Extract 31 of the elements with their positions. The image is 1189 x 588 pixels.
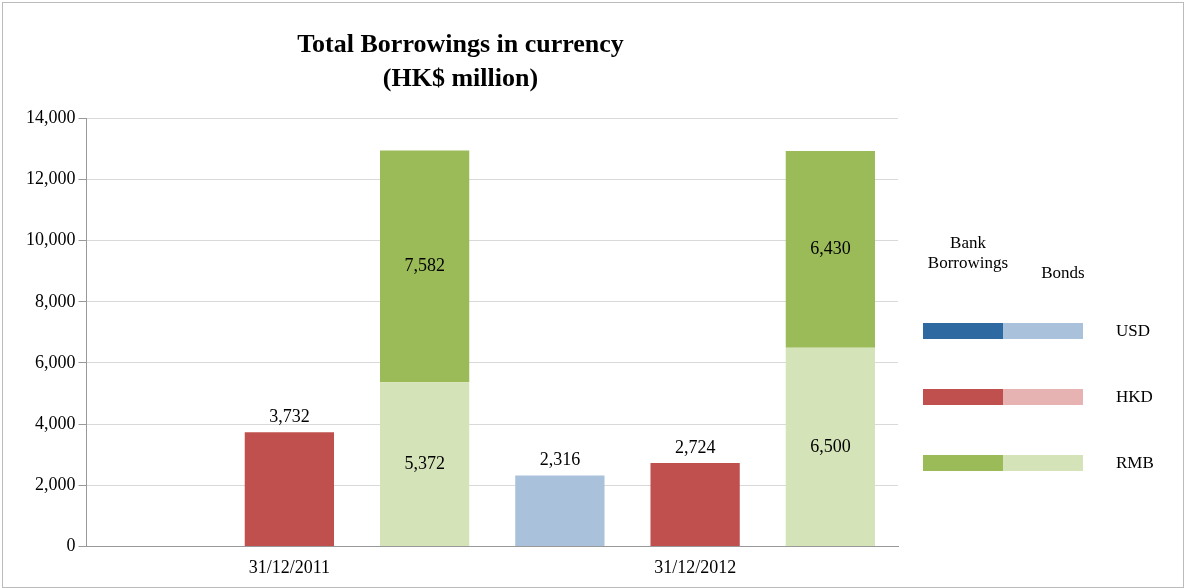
y-tick-label: 14,000: [26, 107, 76, 128]
data-label: 6,430: [810, 238, 851, 259]
bar: [379, 150, 470, 383]
y-tick-label: 2,000: [35, 473, 76, 494]
data-label: 2,724: [674, 436, 716, 457]
y-tick-label: 12,000: [26, 168, 76, 189]
text: Bonds: [1040, 263, 1086, 283]
text: RMB: [1116, 453, 1154, 473]
text: USD: [1116, 321, 1151, 341]
text: HKD: [1116, 387, 1153, 407]
chart-subtitle: (HK$ million): [382, 62, 539, 92]
bar: [785, 347, 876, 546]
bar: [379, 382, 470, 546]
y-tick-label: 4,000: [35, 412, 76, 433]
bar: [244, 432, 335, 546]
bar: [515, 475, 605, 546]
chart-title: Total Borrowings in currency: [297, 29, 624, 59]
data-label: 3,732: [269, 406, 310, 427]
data-label: 6,500: [810, 435, 851, 456]
text: Bank Borrowings: [926, 233, 1010, 273]
data-label: 7,582: [404, 255, 445, 276]
y-tick-label: 8,000: [35, 290, 76, 311]
y-tick-label: 0: [66, 535, 76, 556]
bar: [650, 463, 740, 546]
y-tick-label: 6,000: [35, 351, 76, 372]
x-tick-label: 31/12/2011: [248, 556, 331, 577]
data-label: 2,316: [539, 449, 581, 470]
y-tick-label: 10,000: [26, 229, 76, 250]
x-tick-label: 31/12/2012: [654, 556, 737, 577]
bar: [785, 151, 876, 348]
data-label: 5,372: [404, 452, 445, 473]
